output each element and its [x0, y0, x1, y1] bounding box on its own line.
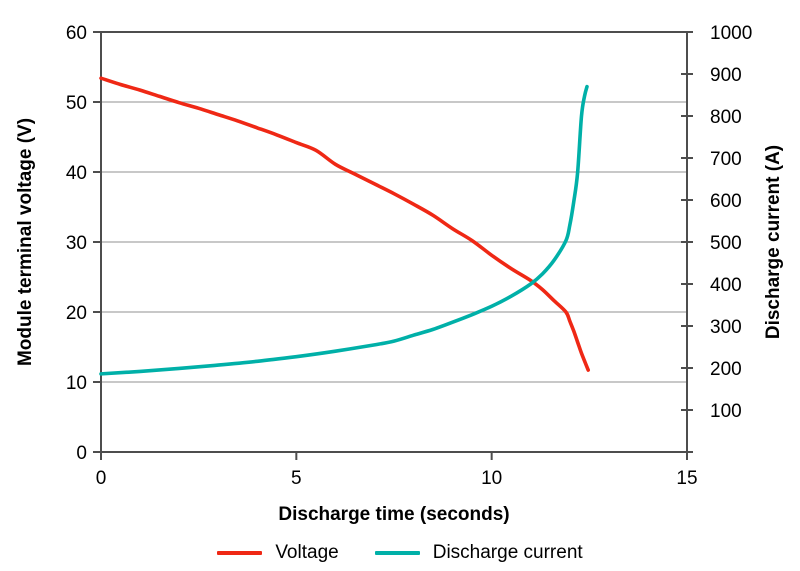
legend-label-discharge-current: Discharge current — [432, 542, 583, 563]
legend-item-voltage: Voltage — [217, 542, 339, 564]
discharge-current-line-swatch — [374, 551, 420, 555]
left-tick-label: 40 — [66, 163, 87, 184]
legend: Voltage Discharge current — [0, 542, 800, 564]
left-tick-label: 20 — [66, 303, 87, 324]
voltage-line-swatch — [217, 551, 263, 555]
x-axis-ticks: 0 5 10 15 — [96, 452, 698, 489]
x-tick-label: 15 — [676, 468, 697, 489]
x-tick-label: 10 — [481, 468, 502, 489]
right-tick-label: 100 — [710, 401, 742, 422]
x-tick-label: 5 — [291, 468, 302, 489]
right-tick-label: 800 — [710, 107, 742, 128]
right-tick-label: 400 — [710, 275, 742, 296]
left-tick-label: 60 — [66, 23, 87, 44]
right-tick-label: 600 — [710, 191, 742, 212]
right-tick-label: 900 — [710, 65, 742, 86]
axes — [100, 31, 693, 459]
x-axis-title: Discharge time (seconds) — [278, 504, 510, 525]
right-tick-label: 200 — [710, 359, 742, 380]
legend-label-voltage: Voltage — [275, 542, 339, 563]
legend-item-discharge-current: Discharge current — [374, 542, 583, 564]
right-axis-ticks: 100 200 300 400 500 600 700 800 900 1000 — [681, 23, 752, 422]
left-axis-ticks: 0 10 20 30 40 50 60 — [66, 23, 101, 464]
x-tick-label: 0 — [96, 468, 107, 489]
left-tick-label: 30 — [66, 233, 87, 254]
right-tick-label: 1000 — [710, 23, 752, 44]
voltage-line — [99, 76, 590, 372]
left-tick-label: 10 — [66, 373, 87, 394]
left-tick-label: 50 — [66, 93, 87, 114]
right-tick-label: 700 — [710, 149, 742, 170]
discharge-current-line — [99, 84, 589, 376]
gridlines — [101, 101, 687, 383]
right-tick-label: 300 — [710, 317, 742, 338]
right-tick-label: 500 — [710, 233, 742, 254]
left-tick-label: 0 — [76, 443, 87, 464]
